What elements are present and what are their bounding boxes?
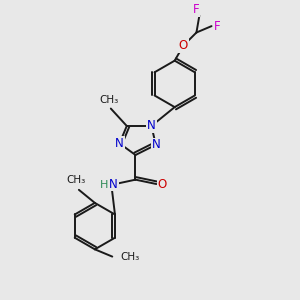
Text: F: F <box>193 3 199 16</box>
Text: CH₃: CH₃ <box>100 95 119 105</box>
Text: N: N <box>147 119 156 133</box>
Text: N: N <box>115 137 124 150</box>
Text: N: N <box>109 178 118 190</box>
Text: N: N <box>152 138 160 151</box>
Text: F: F <box>213 20 220 33</box>
Text: O: O <box>158 178 167 190</box>
Text: CH₃: CH₃ <box>66 176 85 185</box>
Text: O: O <box>179 39 188 52</box>
Text: H: H <box>100 181 108 190</box>
Text: CH₃: CH₃ <box>120 252 140 262</box>
